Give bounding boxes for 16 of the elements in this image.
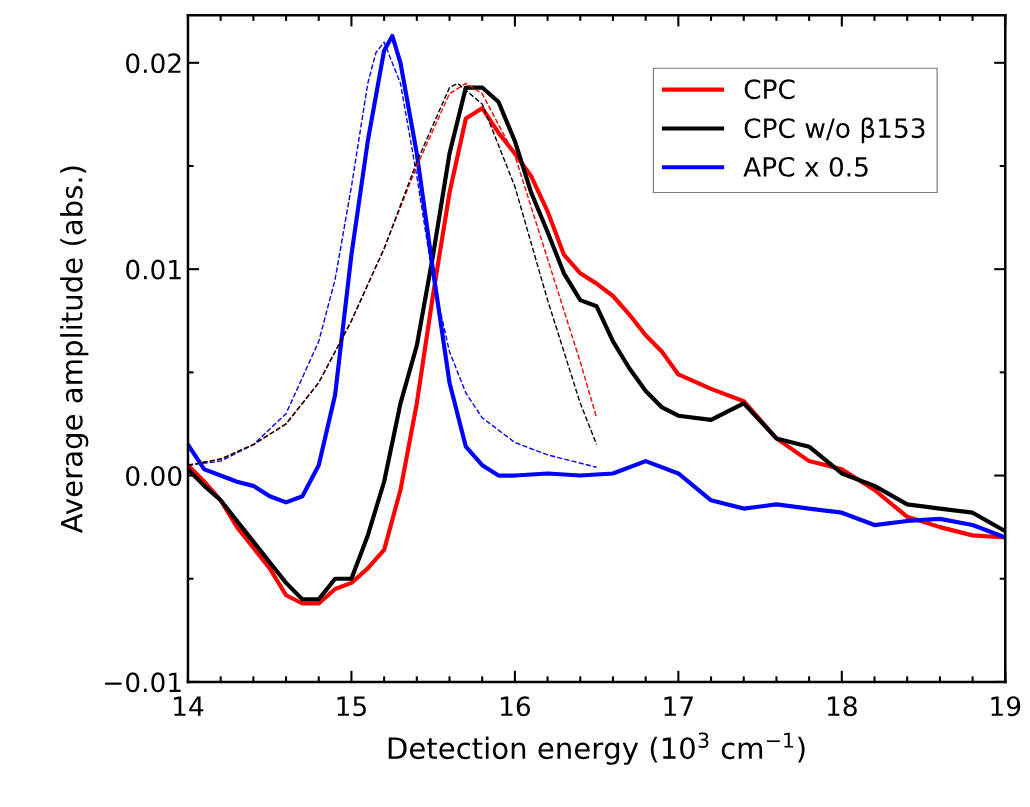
legend-label: APC x 0.5: [743, 156, 868, 177]
legend-label: CPC w/o β153: [744, 117, 925, 144]
line-series: [187, 33, 1006, 540]
legend-label: CPC: [744, 79, 795, 100]
x-axis-title: Detection energy (10$^{3}$ cm$^{−1}$): [388, 732, 805, 765]
y-tick-label: −0.01: [105, 672, 181, 693]
y-tick-label: 0.02: [126, 53, 181, 74]
x-tick-label: 19: [991, 696, 1021, 717]
y-tick-label: 0.00: [126, 465, 182, 486]
y-tick-label: 0.01: [126, 259, 181, 280]
x-tick-label: 18: [827, 696, 857, 717]
x-tick-label: 17: [664, 696, 693, 716]
x-tick-label: 16: [501, 696, 531, 717]
x-tick-label: 14: [174, 696, 204, 716]
x-tick-label: 15: [337, 696, 366, 717]
y-axis-title: Average amplitude (abs.): [60, 166, 89, 534]
